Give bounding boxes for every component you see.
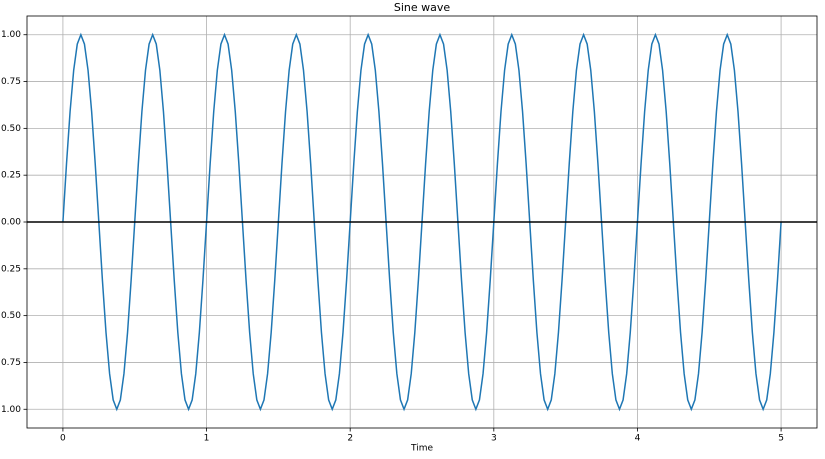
x-axis-label: Time: [410, 444, 433, 454]
plot-frame: [26, 15, 818, 429]
y-tick-label: 0.00: [1, 218, 21, 228]
y-tick-label: −0.75: [0, 358, 21, 368]
y-tick-label: 0.75: [1, 77, 21, 87]
y-tick-label: −1.00: [0, 405, 21, 415]
x-tick-label: 1: [204, 434, 210, 444]
x-tick-label: 4: [635, 434, 641, 444]
x-tick-label: 2: [347, 434, 353, 444]
x-tick-label: 0: [60, 434, 66, 444]
y-tick-label: −0.25: [0, 264, 21, 274]
y-tick-label: 1.00: [1, 30, 21, 40]
chart-title: Sine wave: [394, 1, 451, 14]
y-tick-label: 0.25: [1, 171, 21, 181]
y-tick-label: 0.50: [1, 124, 21, 134]
y-tick-label: −0.50: [0, 311, 21, 321]
x-tick-label: 5: [778, 434, 784, 444]
x-tick-label: 3: [491, 434, 497, 444]
